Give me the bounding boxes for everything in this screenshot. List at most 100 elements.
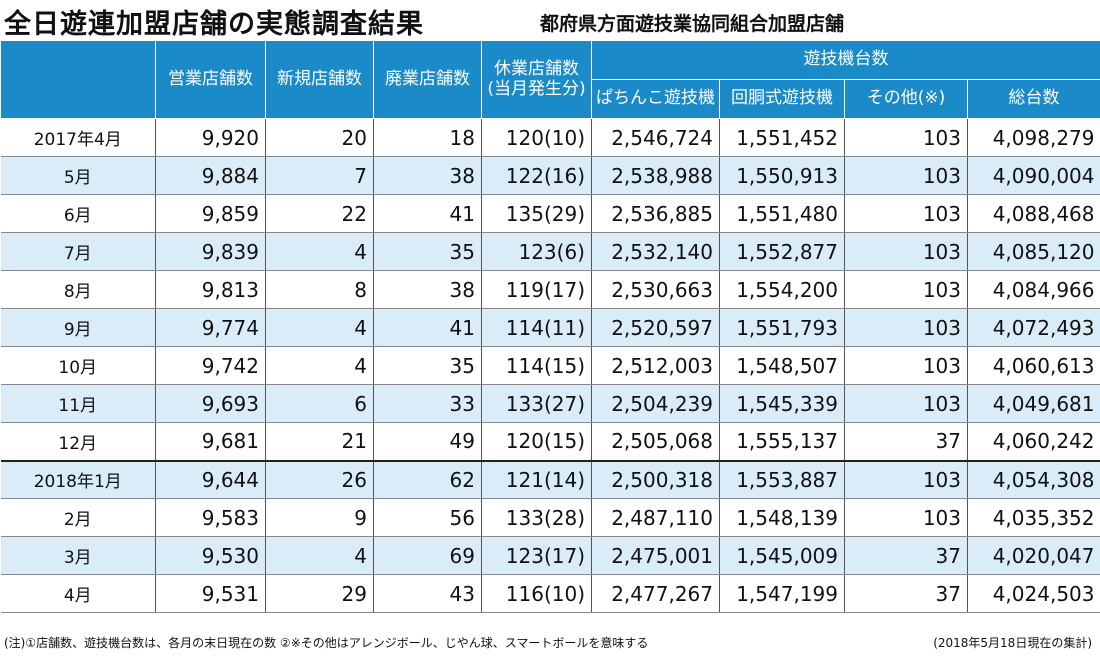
cell-pachinko: 2,477,267	[591, 574, 720, 613]
header-shinki: 新規店舗数	[265, 40, 374, 119]
cell-sonota: 103	[844, 118, 968, 157]
cell-shinki: 20	[265, 118, 374, 157]
cell-pachinko: 2,500,318	[591, 459, 720, 499]
cell-sonota: 103	[844, 384, 968, 423]
table-row: 4月 9,531 29 43 116(10) 2,477,267 1,547,199 37 4,…	[0, 574, 1100, 613]
cell-shinki: 8	[265, 270, 374, 309]
cell-haigyo: 35	[373, 346, 482, 385]
cell-eigyo: 9,774	[155, 308, 266, 347]
cell-sodaisu: 4,035,352	[967, 498, 1100, 537]
cell-kaido: 1,555,137	[719, 422, 845, 461]
table-row: 2月 9,583 9 56 133(28) 2,487,110 1,548,139 103 4,…	[0, 498, 1100, 537]
cell-eigyo: 9,859	[155, 194, 266, 233]
cell-month: 2018年1月	[0, 459, 156, 499]
cell-kyugyo: 123(6)	[481, 232, 592, 271]
cell-sodaisu: 4,090,004	[967, 156, 1100, 195]
cell-kaido: 1,551,793	[719, 308, 845, 347]
page-subtitle: 都府県方面遊技業協同組合加盟店舗	[540, 13, 845, 35]
cell-haigyo: 35	[373, 232, 482, 271]
table-row: 7月 9,839 4 35 123(6) 2,532,140 1,552,877 103 4,0…	[0, 232, 1100, 271]
cell-haigyo: 41	[373, 194, 482, 233]
cell-kaido: 1,553,887	[719, 459, 845, 499]
cell-eigyo: 9,839	[155, 232, 266, 271]
header-kyugyo-line1: 休業店舗数	[494, 58, 579, 79]
cell-sonota: 37	[844, 536, 968, 575]
cell-pachinko: 2,530,663	[591, 270, 720, 309]
cell-kyugyo: 114(11)	[481, 308, 592, 347]
cell-kaido: 1,551,480	[719, 194, 845, 233]
cell-sonota: 103	[844, 498, 968, 537]
cell-kaido: 1,547,199	[719, 574, 845, 613]
survey-table: 営業店舗数 新規店舗数 廃業店舗数 休業店舗数 (当月発生分) 遊技機台数 ぱち…	[0, 40, 1100, 613]
cell-shinki: 26	[265, 459, 374, 499]
cell-kyugyo: 122(16)	[481, 156, 592, 195]
cell-pachinko: 2,505,068	[591, 422, 720, 461]
cell-sonota: 103	[844, 156, 968, 195]
cell-eigyo: 9,583	[155, 498, 266, 537]
header-sonota: その他(※)	[844, 79, 968, 119]
cell-pachinko: 2,504,239	[591, 384, 720, 423]
table-row: 9月 9,774 4 41 114(11) 2,520,597 1,551,793 103 4,…	[0, 308, 1100, 347]
header-sodaisu: 総台数	[967, 79, 1100, 119]
cell-haigyo: 43	[373, 574, 482, 613]
cell-eigyo: 9,693	[155, 384, 266, 423]
cell-month: 6月	[0, 194, 156, 233]
cell-kyugyo: 114(15)	[481, 346, 592, 385]
cell-eigyo: 9,531	[155, 574, 266, 613]
cell-eigyo: 9,644	[155, 459, 266, 499]
cell-pachinko: 2,512,003	[591, 346, 720, 385]
cell-sodaisu: 4,088,468	[967, 194, 1100, 233]
cell-pachinko: 2,546,724	[591, 118, 720, 157]
cell-month: 7月	[0, 232, 156, 271]
cell-sodaisu: 4,024,503	[967, 574, 1100, 613]
cell-haigyo: 56	[373, 498, 482, 537]
header-pachinko: ぱちんこ遊技機	[591, 79, 720, 119]
survey-table-container: 営業店舗数 新規店舗数 廃業店舗数 休業店舗数 (当月発生分) 遊技機台数 ぱち…	[0, 40, 1100, 613]
cell-haigyo: 18	[373, 118, 482, 157]
cell-month: 8月	[0, 270, 156, 309]
table-row: 8月 9,813 8 38 119(17) 2,530,663 1,554,200 103 4,…	[0, 270, 1100, 309]
cell-shinki: 9	[265, 498, 374, 537]
cell-sodaisu: 4,020,047	[967, 536, 1100, 575]
cell-haigyo: 33	[373, 384, 482, 423]
table-row: 6月 9,859 22 41 135(29) 2,536,885 1,551,480 103 4…	[0, 194, 1100, 233]
cell-kaido: 1,552,877	[719, 232, 845, 271]
cell-pachinko: 2,475,001	[591, 536, 720, 575]
cell-sodaisu: 4,054,308	[967, 459, 1100, 499]
cell-sonota: 103	[844, 459, 968, 499]
cell-haigyo: 38	[373, 270, 482, 309]
cell-month: 11月	[0, 384, 156, 423]
cell-kyugyo: 133(28)	[481, 498, 592, 537]
cell-sonota: 103	[844, 232, 968, 271]
cell-shinki: 7	[265, 156, 374, 195]
cell-month: 3月	[0, 536, 156, 575]
cell-pachinko: 2,532,140	[591, 232, 720, 271]
cell-eigyo: 9,681	[155, 422, 266, 461]
cell-sodaisu: 4,085,120	[967, 232, 1100, 271]
cell-shinki: 22	[265, 194, 374, 233]
cell-sonota: 37	[844, 574, 968, 613]
cell-haigyo: 41	[373, 308, 482, 347]
cell-shinki: 4	[265, 536, 374, 575]
cell-haigyo: 62	[373, 459, 482, 499]
cell-sodaisu: 4,072,493	[967, 308, 1100, 347]
cell-month: 2017年4月	[0, 118, 156, 157]
title-bar: 全日遊連加盟店舗の実態調査結果 都府県方面遊技業協同組合加盟店舗	[0, 0, 1100, 40]
table-row: 2018年1月 9,644 26 62 121(14) 2,500,318 1,553,88…	[0, 459, 1100, 499]
cell-kyugyo: 121(14)	[481, 459, 592, 499]
header-haigyo: 廃業店舗数	[373, 40, 482, 119]
cell-month: 2月	[0, 498, 156, 537]
cell-month: 4月	[0, 574, 156, 613]
cell-haigyo: 38	[373, 156, 482, 195]
cell-kyugyo: 123(17)	[481, 536, 592, 575]
cell-haigyo: 69	[373, 536, 482, 575]
cell-eigyo: 9,813	[155, 270, 266, 309]
footnote: (注)①店舗数、遊技機台数は、各月の末日現在の数 ②※その他はアレンジボール、じ…	[4, 636, 649, 650]
cell-kaido: 1,545,339	[719, 384, 845, 423]
cell-kaido: 1,550,913	[719, 156, 845, 195]
cell-kyugyo: 133(27)	[481, 384, 592, 423]
header-kyugyo: 休業店舗数 (当月発生分)	[481, 40, 592, 119]
footnote-date: (2018年5月18日現在の集計)	[933, 636, 1092, 650]
cell-kaido: 1,545,009	[719, 536, 845, 575]
cell-kaido: 1,548,507	[719, 346, 845, 385]
